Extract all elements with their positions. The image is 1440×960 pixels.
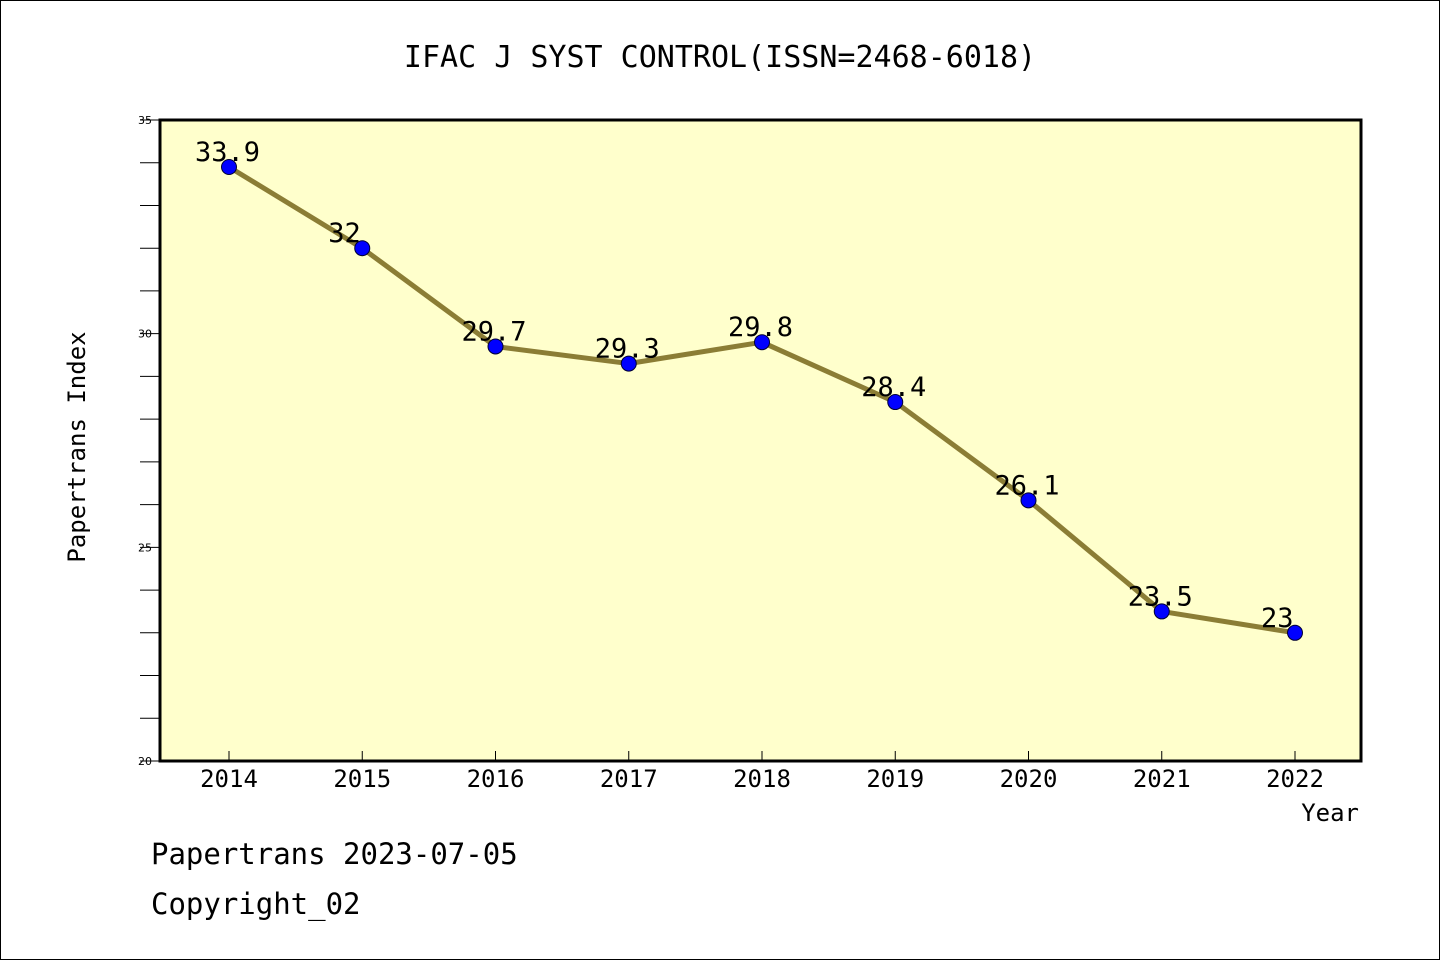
data-point [620, 355, 637, 372]
y-tick-label: 20 [138, 755, 152, 768]
x-axis-label: Year [1301, 799, 1359, 827]
data-point [887, 394, 904, 411]
x-tick-label: 2017 [600, 765, 658, 793]
y-axis-label: Papertrans Index [63, 331, 91, 562]
x-tick-label: 2018 [733, 765, 791, 793]
x-tick-label: 2019 [866, 765, 924, 793]
plot-area [158, 118, 1363, 763]
data-point [354, 240, 371, 257]
data-point [487, 338, 504, 355]
y-tick-label: 25 [138, 541, 152, 554]
data-label: 23.5 [1128, 581, 1193, 612]
data-point [1153, 603, 1170, 620]
data-label: 32 [328, 218, 361, 249]
data-label: 29.7 [462, 316, 527, 347]
data-label: 28.4 [861, 372, 926, 403]
data-label: 29.8 [728, 312, 793, 343]
x-tick-label: 2015 [333, 765, 391, 793]
x-tick-label: 2021 [1133, 765, 1191, 793]
data-label: 23 [1261, 603, 1294, 634]
footer-date: Papertrans 2023-07-05 [151, 837, 518, 871]
y-axis: 20 25 30 35 [138, 114, 160, 768]
data-label: 33.9 [195, 137, 260, 168]
data-point [1020, 492, 1037, 509]
data-label: 29.3 [595, 334, 660, 365]
data-point [1287, 624, 1303, 641]
series-line-group: 33.9 32 29.7 29.3 29.8 28.4 26.1 23.5 23 [195, 137, 1303, 641]
y-tick-label: 30 [138, 328, 152, 341]
x-tick-label: 2022 [1266, 765, 1324, 793]
x-tick-label: 2016 [467, 765, 525, 793]
data-label: 26.1 [995, 470, 1060, 501]
x-tick-label: 2020 [1000, 765, 1058, 793]
data-point [221, 159, 237, 176]
y-tick-label: 35 [138, 114, 152, 127]
x-tick-label: 2014 [200, 765, 258, 793]
x-axis: 2014 2015 2016 2017 2018 2019 2020 2021 2022 [200, 751, 1324, 793]
footer-copyright: Copyright_02 [151, 887, 361, 921]
chart-title: IFAC J SYST CONTROL(ISSN=2468-6018) [404, 40, 1036, 75]
data-point [754, 334, 770, 351]
